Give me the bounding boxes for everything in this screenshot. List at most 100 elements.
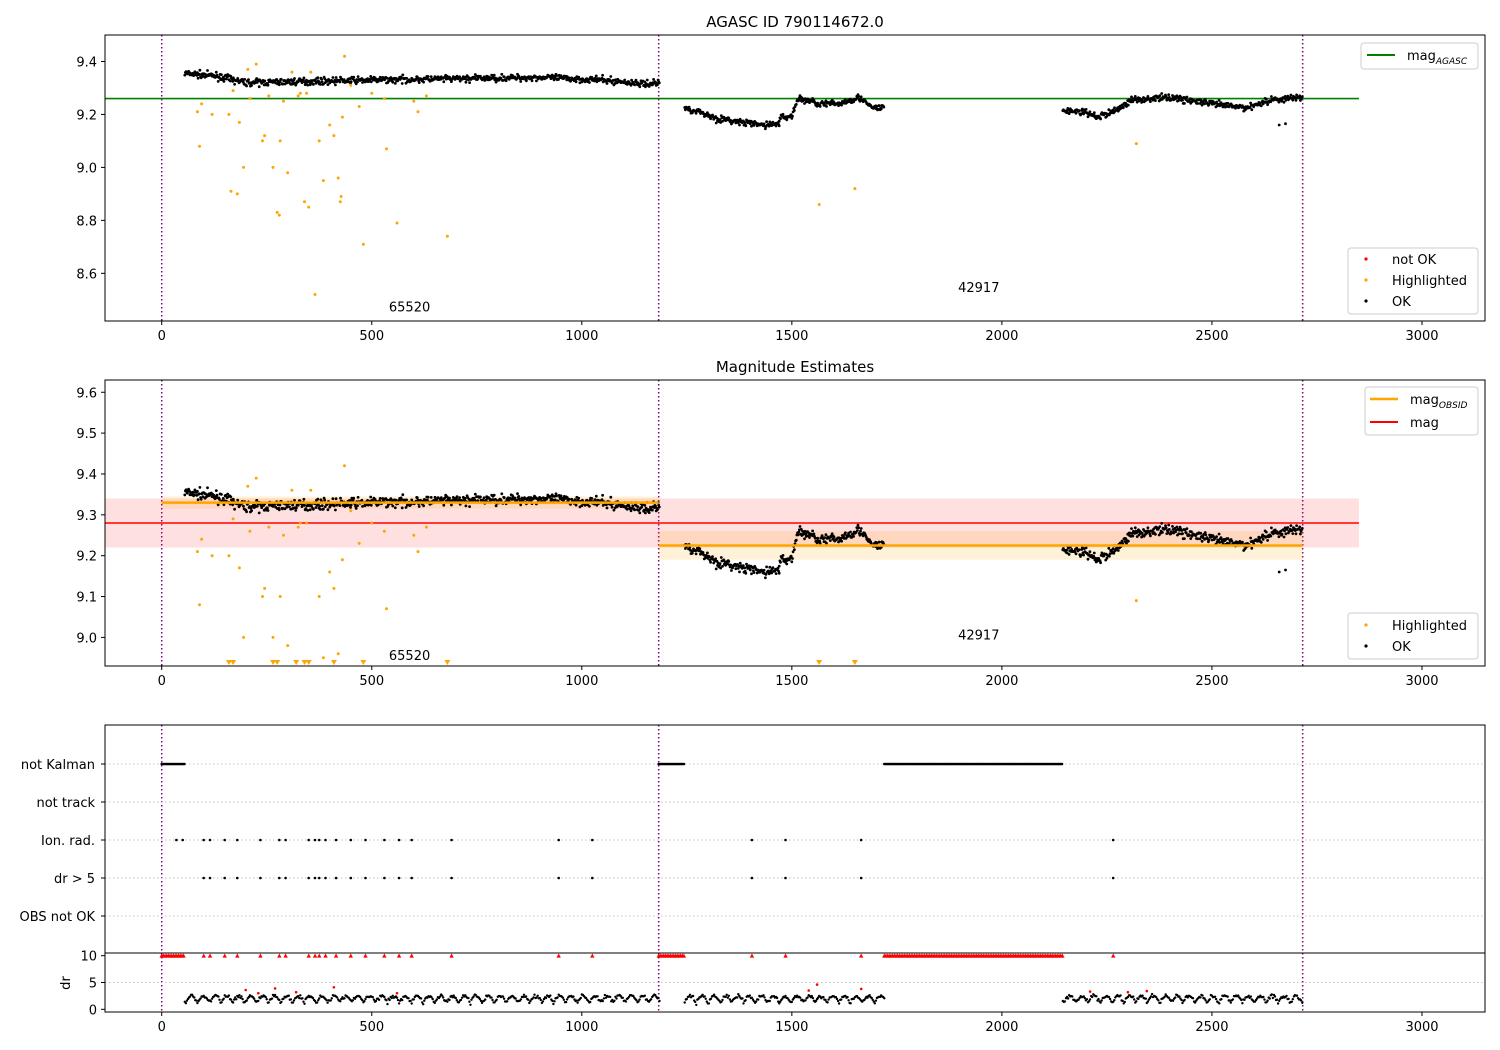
- ok-point: [651, 508, 654, 512]
- ok-point: [404, 506, 408, 509]
- dr-point: [430, 996, 433, 999]
- legend-mag-agasc-label: mag: [1407, 49, 1436, 64]
- dr-point: [315, 1001, 319, 1004]
- ok-point: [525, 79, 528, 83]
- dr-point: [1071, 995, 1074, 998]
- dr-point: [725, 993, 728, 996]
- y-tick-label: 8.8: [76, 214, 97, 229]
- ok-point: [610, 81, 614, 85]
- ok-point: [577, 496, 581, 500]
- ok-point: [502, 496, 506, 500]
- ok-point: [1086, 115, 1090, 119]
- ok-point: [1298, 525, 1302, 529]
- ok-point: [774, 572, 778, 575]
- highlighted-point: [210, 112, 214, 116]
- flag-point-ion-rad: [334, 838, 338, 842]
- ok-point: [1284, 98, 1288, 102]
- dr-capped-marker: [306, 953, 311, 958]
- ok-point: [391, 504, 395, 508]
- dr-point: [1180, 998, 1183, 1002]
- flag-point-dr: [334, 876, 338, 880]
- ok-point: [656, 508, 659, 512]
- dr-point: [233, 998, 236, 1001]
- flag-point-ion-rad: [278, 838, 281, 842]
- dr-point: [412, 998, 415, 1001]
- flags-panel: not Kalman not track Ion. rad. dr > 5 OBS no…: [20, 724, 1486, 954]
- dr-point: [1082, 995, 1086, 998]
- ok-point: [394, 498, 398, 502]
- ok-point: [369, 503, 373, 507]
- ok-point: [794, 103, 798, 106]
- ok-point: [199, 497, 203, 501]
- flag-row-label: Ion. rad.: [41, 834, 95, 849]
- ok-point: [605, 82, 609, 85]
- ok-point: [196, 489, 199, 493]
- panel2-plot-area: [105, 380, 1359, 666]
- ok-point: [302, 76, 306, 80]
- ok-point: [360, 498, 364, 502]
- highlighted-point: [382, 97, 386, 101]
- dr-point: [836, 999, 840, 1003]
- flag-point-dr: [259, 876, 262, 880]
- ok-point: [515, 498, 519, 502]
- ok-point: [225, 77, 228, 81]
- dr-point: [202, 994, 205, 997]
- ok-point: [1079, 553, 1083, 557]
- panel1-axes: 0 500 1000 1500 2000 2500 3000 8.6 8.8 9.0 9.2 9.4: [76, 55, 1438, 344]
- ok-point: [417, 505, 421, 508]
- ok-point: [1065, 548, 1068, 552]
- highlighted-point: [282, 99, 285, 103]
- ok-point: [1099, 117, 1102, 121]
- dr-point: [1243, 998, 1246, 1001]
- flag-point-dr: [557, 876, 560, 880]
- ok-point: [1199, 531, 1203, 535]
- dr-capped-marker: [590, 953, 595, 958]
- ok-point: [1230, 539, 1234, 543]
- ok-point: [294, 509, 298, 512]
- ok-point: [352, 496, 356, 500]
- dr-point: [871, 998, 874, 1001]
- highlighted-point: [357, 541, 361, 545]
- ok-point: [530, 79, 534, 83]
- dr-point: [1229, 1001, 1233, 1004]
- ok-point: [257, 511, 261, 515]
- ok-point: [771, 120, 775, 124]
- panel1-plot-area: [105, 35, 1359, 321]
- dr-point: [291, 1001, 295, 1004]
- ok-point: [765, 565, 768, 569]
- dr-point: [409, 999, 412, 1003]
- dr-point: [721, 998, 724, 1002]
- dr-point: [245, 999, 248, 1002]
- ok-point: [326, 83, 330, 86]
- ok-point: [636, 505, 640, 509]
- dr-point: [247, 995, 251, 999]
- dr-point: [533, 993, 536, 996]
- ok-point: [1280, 532, 1284, 536]
- dr-point: [423, 999, 426, 1002]
- ok-point: [1133, 526, 1137, 530]
- dr-point: [1121, 999, 1124, 1003]
- ok-point: [422, 504, 425, 508]
- clipped-highlight-marker: [816, 660, 823, 665]
- ok-point: [220, 73, 223, 77]
- dr-capped-marker: [312, 953, 318, 958]
- ok-point: [633, 508, 637, 512]
- ok-point: [856, 529, 859, 532]
- ok-point: [1082, 553, 1085, 557]
- legend2-ok-marker: [1364, 644, 1368, 648]
- ok-point: [442, 80, 446, 84]
- dr-point: [1237, 994, 1240, 997]
- legend-mag-obsid-sub: OBSID: [1439, 401, 1468, 411]
- flag-point-ion-rad: [383, 838, 386, 842]
- dr-point: [297, 995, 300, 998]
- ok-point: [349, 506, 352, 509]
- ok-point: [249, 507, 253, 510]
- ok-point: [1266, 539, 1269, 542]
- ok-point: [426, 495, 430, 499]
- flag-point-dr: [278, 876, 281, 880]
- flag-point-ion-rad: [364, 838, 367, 842]
- highlighted-point: [349, 83, 353, 87]
- highlighted-point: [328, 123, 332, 127]
- highlighted-point: [385, 607, 388, 611]
- ok-point: [729, 563, 733, 567]
